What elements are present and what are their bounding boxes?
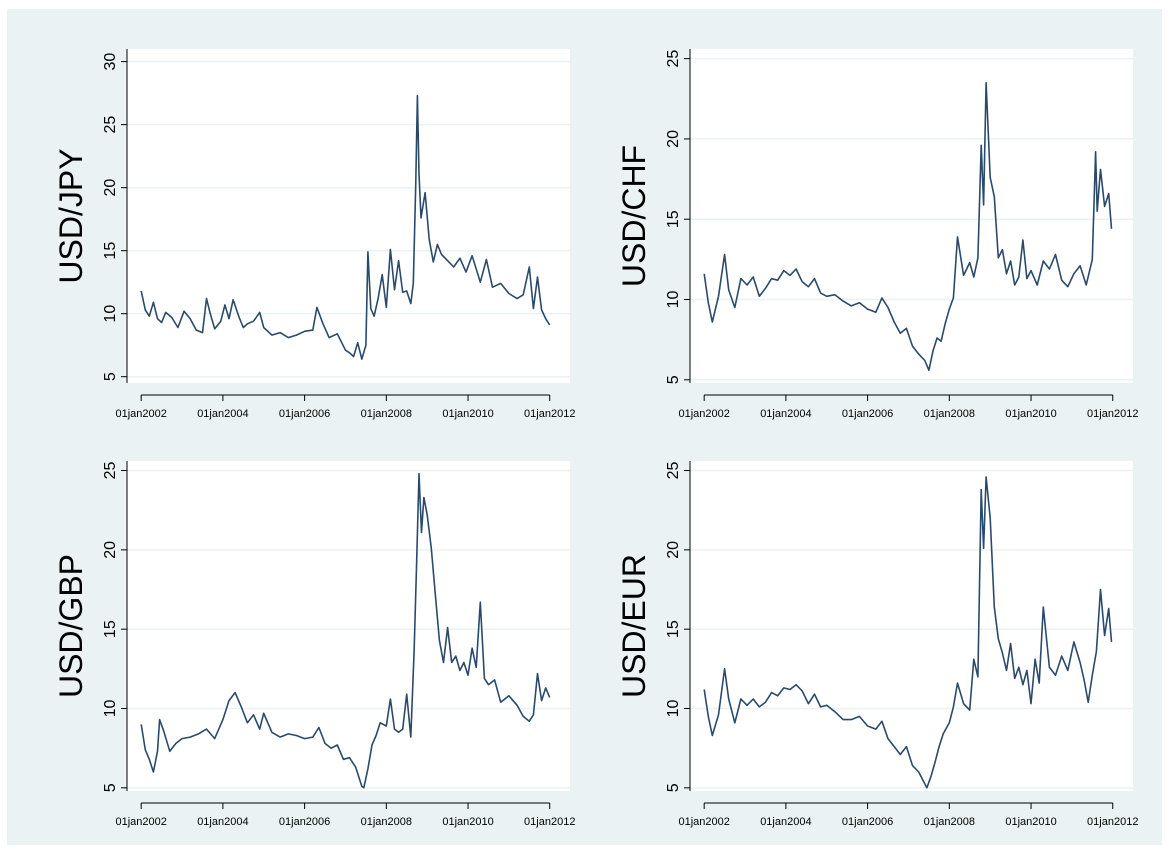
y-tick-label: 15 [665, 210, 682, 228]
x-tick-label: 01jan2008 [361, 816, 412, 828]
x-tick-label: 01jan2002 [115, 408, 166, 420]
y-tick-label: 25 [102, 462, 119, 480]
y-tick-label: 5 [102, 372, 119, 381]
x-tick-label: 01jan2008 [924, 408, 975, 420]
series-line-0 [703, 476, 1113, 789]
x-tick-label: 01jan2012 [1087, 816, 1138, 828]
y-tick-label: 10 [665, 291, 682, 309]
x-tick-label: 01jan2008 [361, 408, 412, 420]
y-tick-label: 30 [102, 53, 119, 71]
y-tick-label: 25 [665, 50, 682, 68]
x-tick-label: 01jan2004 [760, 816, 811, 828]
plot-area [690, 461, 1133, 791]
x-tick-label: 01jan2010 [442, 408, 493, 420]
y-tick-label: 25 [102, 116, 119, 134]
y-tick-label: 15 [102, 242, 119, 260]
y-tick-label: 20 [665, 130, 682, 148]
series-line-0 [703, 81, 1113, 372]
y-tick-label: 10 [665, 700, 682, 718]
plot-area [127, 49, 570, 383]
y-tick-label: 15 [665, 620, 682, 638]
x-tick-label: 01jan2010 [442, 816, 493, 828]
x-tick-label: 01jan2006 [842, 816, 893, 828]
x-tick-label: 01jan2008 [924, 816, 975, 828]
y-tick-label: 5 [665, 783, 682, 792]
chart-canvas: 5 10 15 20 25 30 01jan2002 01jan2004 01jan2006 01… [53, 49, 1138, 828]
x-tick-label: 01jan2006 [279, 816, 330, 828]
x-tick-label: 01jan2006 [279, 408, 330, 420]
y-tick-label: 20 [102, 541, 119, 559]
x-tick-label: 01jan2004 [760, 408, 811, 420]
y-tick-label: 25 [665, 462, 682, 480]
y-tick-label: 5 [665, 375, 682, 384]
y-axis-title: USD/CHF [616, 145, 652, 287]
x-tick-label: 01jan2010 [1005, 816, 1056, 828]
x-tick-label: 01jan2006 [842, 408, 893, 420]
x-tick-label: 01jan2002 [115, 816, 166, 828]
y-tick-label: 10 [102, 305, 119, 323]
y-tick-label: 20 [102, 179, 119, 197]
series-line-0 [140, 94, 551, 360]
x-tick-label: 01jan2012 [524, 408, 575, 420]
plot-area [127, 461, 570, 791]
x-tick-label: 01jan2010 [1005, 408, 1056, 420]
y-tick-label: 5 [102, 783, 119, 792]
series-line-0 [140, 472, 551, 789]
y-axis-title: USD/GBP [53, 554, 89, 698]
y-axis-title: USD/EUR [616, 554, 652, 698]
y-tick-label: 10 [102, 700, 119, 718]
y-axis-title: USD/JPY [53, 148, 89, 283]
chart-panel-3: 5 10 15 20 25 01jan2002 01jan2004 01jan2006 01ja… [616, 461, 1138, 828]
chart-panel-2: 5 10 15 20 25 01jan2002 01jan2004 01jan2006 01ja… [53, 461, 575, 828]
x-tick-label: 01jan2012 [1087, 408, 1138, 420]
x-tick-label: 01jan2012 [524, 816, 575, 828]
chart-panel-1: 5 10 15 20 25 01jan2002 01jan2004 01jan2006 01ja… [616, 49, 1138, 420]
x-tick-label: 01jan2002 [678, 816, 729, 828]
x-tick-label: 01jan2004 [197, 408, 248, 420]
y-tick-label: 20 [665, 541, 682, 559]
figure-background: 5 10 15 20 25 30 01jan2002 01jan2004 01jan2006 01… [7, 9, 1162, 845]
x-tick-label: 01jan2004 [197, 816, 248, 828]
x-tick-label: 01jan2002 [678, 408, 729, 420]
y-tick-label: 15 [102, 620, 119, 638]
plot-area [690, 49, 1133, 383]
chart-panel-0: 5 10 15 20 25 30 01jan2002 01jan2004 01jan2006 01… [53, 49, 575, 420]
